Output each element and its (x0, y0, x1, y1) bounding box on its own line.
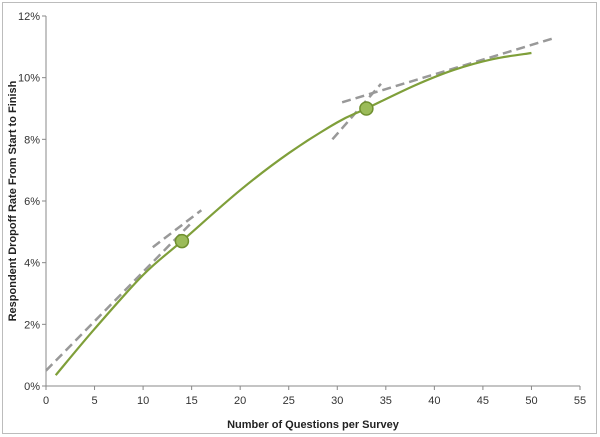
curve-markers (174, 101, 374, 249)
y-tick-label: 10% (18, 73, 40, 85)
curve-marker (359, 101, 374, 116)
x-tick-label: 10 (137, 395, 149, 407)
tangent-dashed-line (341, 36, 557, 104)
x-tick-label: 25 (283, 395, 295, 407)
y-axis-title: Respondent Dropoff Rate From Start to Fi… (7, 80, 19, 321)
tangent-lines (45, 36, 557, 372)
y-tick-label: 2% (24, 319, 40, 331)
curve-marker (174, 233, 190, 249)
x-tick-label: 30 (331, 395, 343, 407)
x-tick-label: 50 (525, 395, 537, 407)
y-tick-label: 8% (24, 134, 40, 146)
x-tick-label: 45 (477, 395, 489, 407)
x-tick-label: 55 (574, 395, 586, 407)
x-tick-label: 20 (234, 395, 246, 407)
y-tick-label: 0% (24, 381, 40, 393)
x-tick-label: 40 (428, 395, 440, 407)
y-tick-label: 4% (24, 258, 40, 270)
x-tick-label: 35 (380, 395, 392, 407)
y-axis-ticks: 0% 2% 4% 6% 8% 10% 12% (18, 11, 46, 393)
x-tick-label: 15 (186, 395, 198, 407)
x-tick-label: 5 (91, 395, 97, 407)
y-tick-label: 12% (18, 11, 40, 23)
tangent-dashed-line (45, 221, 193, 372)
dropoff-curve (54, 51, 532, 376)
y-tick-label: 6% (24, 196, 40, 208)
tangent-dashed-line (152, 209, 203, 249)
x-axis-title: Number of Questions per Survey (227, 419, 400, 431)
x-tick-label: 0 (43, 395, 49, 407)
x-axis-ticks: 0 5 10 15 20 25 30 35 40 45 50 55 (43, 386, 586, 407)
